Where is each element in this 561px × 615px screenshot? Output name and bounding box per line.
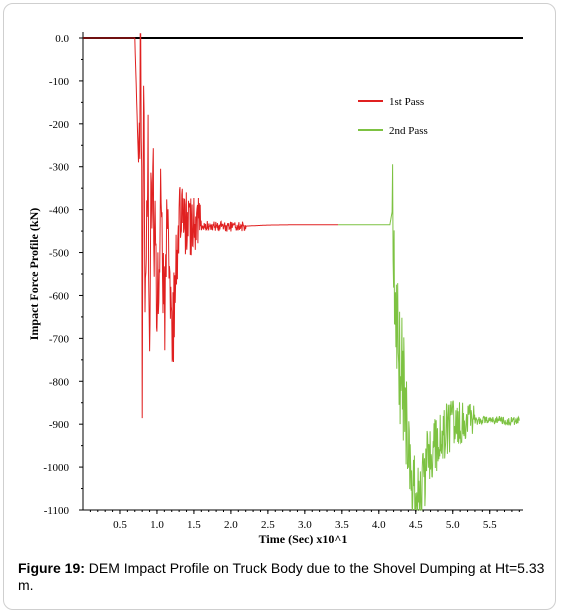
x-tick-label: 0.5	[113, 519, 127, 531]
figure-frame	[3, 3, 556, 610]
series-line-1st-pass	[83, 33, 339, 419]
figure-caption: Figure 19: DEM Impact Profile on Truck B…	[18, 560, 546, 594]
y-tick-label: 0.0	[55, 33, 69, 45]
x-tick-label: 2.5	[261, 519, 275, 531]
x-tick-label: 4.0	[372, 519, 386, 531]
y-tick-label: -300	[49, 162, 70, 174]
caption-label: Figure 19:	[18, 560, 85, 576]
series-line-2nd-pass	[338, 164, 520, 511]
x-axis-title: Time (Sec) x10^1	[259, 532, 348, 546]
y-tick-label: -200	[49, 119, 70, 131]
y-tick-label: -1000	[43, 462, 69, 474]
legend-label-2nd-pass: 2nd Pass	[389, 125, 428, 137]
y-tick-label: -900	[49, 419, 70, 431]
legend: 1st Pass 2nd Pass	[358, 96, 428, 137]
y-axis-title: Impact Force Profile (kN)	[27, 208, 41, 341]
x-tick-label: 3.5	[335, 519, 349, 531]
y-tick-label: -400	[49, 205, 70, 217]
y-tick-label: -800	[49, 376, 70, 388]
y-tick-label: -1100	[44, 505, 70, 517]
caption-text: DEM Impact Profile on Truck Body due to …	[18, 560, 545, 593]
y-tick-label: -500	[49, 248, 70, 260]
chart: 0.0 -100 -200 -300 -400 -500 -600 -700 -800 -900 -…	[27, 32, 523, 546]
y-tick-label: -700	[49, 333, 70, 345]
plot-area: 0.0 -100 -200 -300 -400 -500 -600 -700 -800 -900 -…	[43, 32, 523, 531]
x-tick-label: 5.5	[483, 519, 497, 531]
x-tick-label: 4.5	[409, 519, 423, 531]
x-tick-label: 5.0	[446, 519, 460, 531]
y-tick-label: -100	[49, 76, 70, 88]
legend-label-1st-pass: 1st Pass	[389, 96, 424, 108]
x-tick-label: 1.0	[150, 519, 164, 531]
x-tick-label: 3.0	[298, 519, 312, 531]
y-tick-label: -600	[49, 290, 70, 302]
x-tick-label: 1.5	[187, 519, 201, 531]
x-tick-label: 2.0	[224, 519, 238, 531]
